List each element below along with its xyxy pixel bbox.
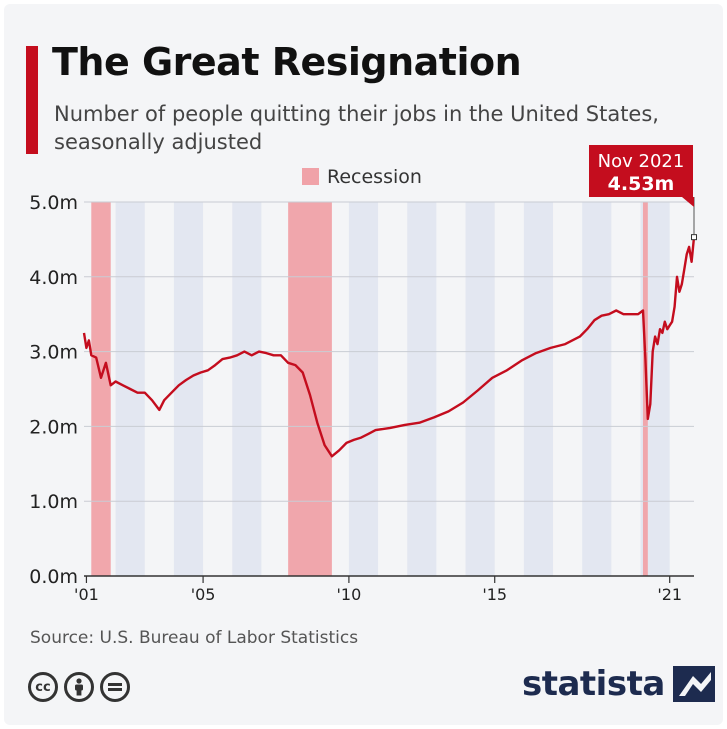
chart-title: The Great Resignation <box>52 40 522 84</box>
y-tick-label: 1.0m <box>29 491 78 513</box>
legend-label: Recession <box>327 166 422 188</box>
year-band <box>407 202 437 576</box>
x-tick-label: '21 <box>657 585 682 604</box>
x-tick-label: '01 <box>74 585 99 604</box>
year-band <box>523 202 554 576</box>
year-band <box>173 202 204 576</box>
y-tick-label: 4.0m <box>29 267 78 289</box>
y-tick-label: 5.0m <box>29 192 78 214</box>
recession-band <box>642 202 648 576</box>
year-band <box>348 202 379 576</box>
source-note: Source: U.S. Bureau of Labor Statistics <box>30 628 359 648</box>
annotation-date: Nov 2021 <box>598 151 685 172</box>
quits-series-line <box>82 237 696 458</box>
y-tick-label: 0.0m <box>29 566 78 588</box>
annotation-pointer <box>682 197 694 207</box>
annotation-marker <box>691 234 697 241</box>
title-accent-bar <box>26 46 38 154</box>
statista-logo[interactable]: statista <box>522 664 715 704</box>
infographic-card: The Great Resignation Number of people q… <box>4 4 723 725</box>
legend-swatch <box>302 168 319 185</box>
line-chart: 0.0m 1.0m 2.0m 3.0m 4.0m 5.0m '01 '05 '10 '15 '21 R… <box>29 145 697 604</box>
x-tick-label: '05 <box>191 585 216 604</box>
cc-icon[interactable]: cc <box>28 672 58 702</box>
statista-logo-icon <box>672 666 715 702</box>
recession-band <box>91 202 111 576</box>
recession-band <box>288 202 332 576</box>
x-tick-label: '15 <box>482 585 507 604</box>
attribution-icon[interactable] <box>64 672 94 702</box>
x-tick-label: '10 <box>337 585 362 604</box>
year-band <box>232 202 262 576</box>
license-icons: cc <box>28 672 130 702</box>
brand-name: statista <box>522 664 665 704</box>
no-derivatives-icon[interactable] <box>100 672 130 702</box>
year-band <box>582 202 612 576</box>
y-tick-label: 3.0m <box>29 342 78 364</box>
chart-subtitle: Number of people quitting their jobs in … <box>54 102 659 154</box>
annotation-box <box>589 145 693 197</box>
annotation-value: 4.53m <box>608 173 675 195</box>
y-tick-label: 2.0m <box>29 416 78 438</box>
